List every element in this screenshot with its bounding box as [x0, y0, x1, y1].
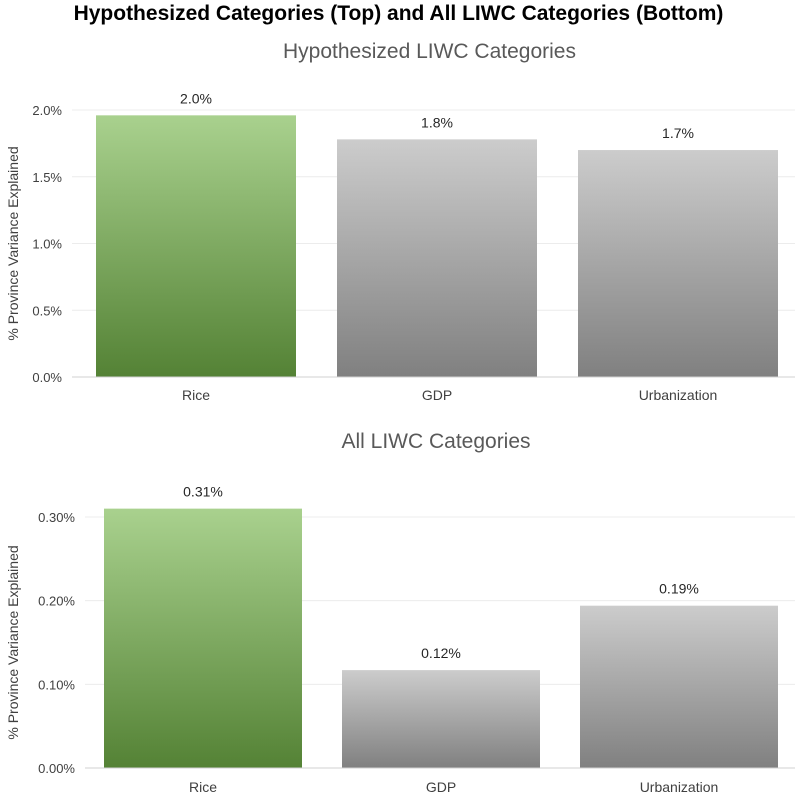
category-label: GDP — [426, 779, 456, 795]
data-label: 0.12% — [421, 645, 461, 661]
y-axis-label: % Province Variance Explained — [5, 146, 21, 340]
category-label: Rice — [182, 387, 210, 403]
y-tick-label: 0.30% — [38, 510, 75, 525]
category-label: Rice — [189, 779, 217, 795]
chart-panel-2: All LIWC Categories % Province Variance E… — [5, 430, 795, 795]
data-label: 2.0% — [180, 90, 212, 106]
bar-urbanization — [580, 605, 778, 768]
y-tick-label: 1.5% — [32, 170, 62, 185]
y-tick-label: 2.0% — [32, 103, 62, 118]
bar-gdp — [342, 670, 540, 768]
bar-gdp — [337, 139, 537, 377]
y-tick-label: 0.0% — [32, 370, 62, 385]
data-label: 1.7% — [662, 125, 694, 141]
data-label: 0.19% — [659, 581, 699, 597]
chart-title: Hypothesized LIWC Categories — [283, 40, 576, 63]
y-tick-label: 0.5% — [32, 303, 62, 318]
data-label: 0.31% — [183, 484, 223, 500]
data-label: 1.8% — [421, 114, 453, 130]
bar-rice — [104, 508, 302, 768]
category-label: Urbanization — [639, 387, 718, 403]
chart-title: All LIWC Categories — [341, 430, 530, 453]
y-tick-label: 0.20% — [38, 594, 75, 609]
y-tick-label: 0.10% — [38, 677, 75, 692]
category-label: GDP — [422, 387, 452, 403]
y-axis-label: % Province Variance Explained — [5, 545, 21, 739]
category-label: Urbanization — [640, 779, 719, 795]
bar-rice — [96, 115, 296, 377]
figure-title: Hypothesized Categories (Top) and All LI… — [73, 2, 724, 25]
y-tick-label: 0.00% — [38, 761, 75, 776]
y-tick-label: 1.0% — [32, 237, 62, 252]
bar-urbanization — [578, 150, 778, 377]
chart-panel-1: Hypothesized LIWC Categories % Province V… — [5, 40, 795, 403]
